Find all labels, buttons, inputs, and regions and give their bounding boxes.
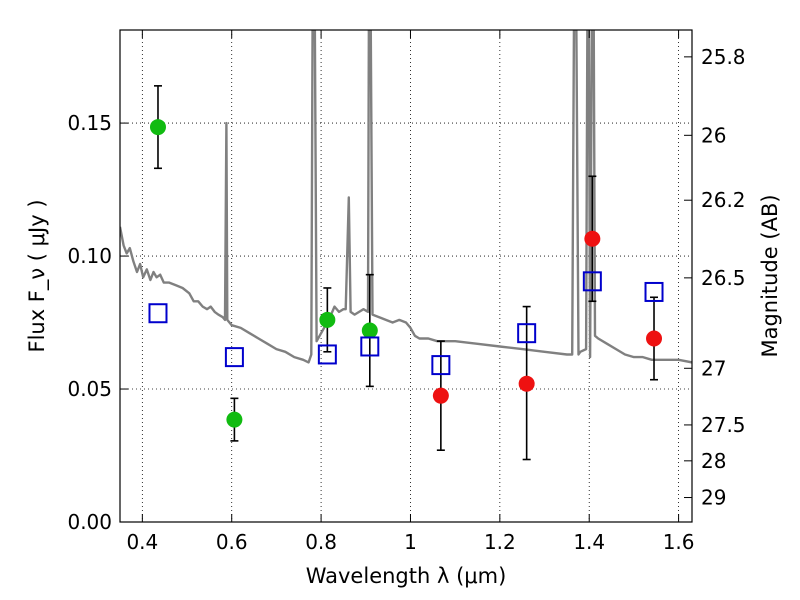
y-tick-label: 0.15 [67,111,112,135]
model-photometry-point [644,281,664,302]
mag-tick-label: 26.5 [701,266,746,290]
data-point [226,411,243,428]
model-photometry-point [148,303,168,324]
data-point [584,230,601,247]
x-tick-label: 1.6 [663,530,695,554]
model-photometry-point [582,271,602,292]
y-tick-label: 0.05 [67,377,112,401]
x-axis-title: Wavelength λ (μm) [306,564,507,588]
grid [120,30,692,522]
data-point [432,387,449,404]
data-point [361,322,378,339]
x-tick-label: 1 [404,530,417,554]
spectrum-layer [120,30,692,364]
y-axis-title: Flux F_ν ( μJy ) [25,199,50,352]
mag-tick-label: 28 [701,449,726,473]
data-point [646,330,663,347]
model-photometry-point [317,344,337,365]
x-tick-label: 1.2 [484,530,516,554]
mag-tick-label: 26 [701,123,726,147]
x-tick-label: 1.4 [573,530,605,554]
mag-tick-label: 27.5 [701,413,746,437]
y-tick-label: 0.10 [67,244,112,268]
y-axis-title-right: Magnitude (AB) [758,194,782,357]
plot-frame [119,29,693,523]
y-tick-label: 0.00 [67,510,112,534]
model-photometry-point [517,323,537,344]
x-tick-label: 0.6 [216,530,248,554]
model-spectrum-line [120,30,692,364]
x-tick-label: 0.8 [305,530,337,554]
marker-layer [148,85,664,461]
model-photometry-point [431,355,451,376]
model-photometry-point [224,347,244,368]
data-point [319,311,336,328]
mag-tick-label: 25.8 [701,45,746,69]
mag-tick-label: 26.2 [701,188,746,212]
tick-layer: 0.4 0.6 0.8 1 1.2 1.4 1.6 0.00 0.05 0.10 0.15 25.8 2… [67,30,746,554]
x-tick-label: 0.4 [126,530,158,554]
data-point [518,375,535,392]
mag-tick-label: 29 [701,486,726,510]
model-photometry-point [360,336,380,357]
data-point [149,119,166,136]
mag-tick-label: 27 [701,356,726,380]
